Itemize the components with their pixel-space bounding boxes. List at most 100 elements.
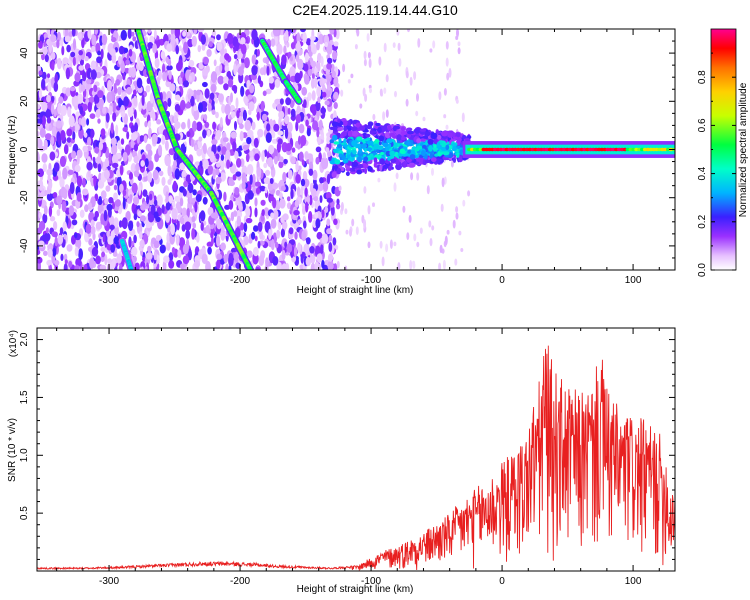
noise-cell <box>181 170 187 178</box>
noise-cell <box>122 72 126 81</box>
noise-cell <box>265 132 272 143</box>
noise-cell <box>74 232 78 239</box>
noise-cell <box>417 38 421 48</box>
noise-cell <box>266 65 270 76</box>
noise-cell <box>189 191 193 204</box>
noise-cell <box>168 260 175 269</box>
patch-cell <box>356 136 363 141</box>
noise-cell <box>62 57 69 65</box>
noise-cell <box>225 149 231 160</box>
noise-cell <box>221 146 227 155</box>
noise-cell <box>385 74 389 83</box>
noise-cell <box>63 233 67 240</box>
noise-cell <box>221 224 225 234</box>
noise-cell <box>461 112 465 123</box>
noise-cell <box>223 191 227 202</box>
noise-cell <box>123 47 129 53</box>
noise-cell <box>107 79 112 92</box>
noise-cell <box>47 244 53 250</box>
noise-cell <box>163 255 170 264</box>
noise-cell <box>344 208 348 215</box>
noise-cell <box>158 170 164 177</box>
noise-cell <box>61 201 67 213</box>
noise-cell <box>318 33 324 45</box>
patch-cell <box>413 128 421 134</box>
noise-cell <box>426 185 430 195</box>
noise-cell <box>405 70 409 79</box>
noise-cell <box>234 120 237 131</box>
noise-cell <box>248 101 255 112</box>
noise-cell <box>160 50 166 60</box>
noise-cell <box>284 185 289 192</box>
colorbar-tick-label: 0.8 <box>697 70 708 84</box>
noise-cell <box>438 91 442 101</box>
noise-cell <box>317 183 324 192</box>
noise-cell <box>74 264 80 270</box>
noise-cell <box>153 29 157 40</box>
noise-cell <box>144 158 149 168</box>
noise-cell <box>164 154 171 167</box>
noise-cell <box>280 228 285 238</box>
noise-cell <box>111 101 117 113</box>
noise-cell <box>265 88 272 95</box>
noise-cell <box>96 56 103 64</box>
noise-cell <box>138 101 142 112</box>
patch-cell <box>407 149 411 154</box>
noise-cell <box>107 236 114 245</box>
noise-cell <box>192 207 196 217</box>
noise-cell <box>326 218 331 227</box>
noise-cell <box>168 71 172 80</box>
noise-cell <box>315 218 321 229</box>
noise-cell <box>95 156 102 164</box>
noise-cell <box>235 200 240 207</box>
noise-cell <box>202 158 209 170</box>
noise-cell <box>297 219 302 225</box>
noise-cell <box>252 187 257 194</box>
noise-cell <box>144 120 148 128</box>
noise-cell <box>173 152 177 162</box>
spectrogram-y-tick-label: 40 <box>19 47 30 59</box>
noise-cell <box>130 125 136 134</box>
patch-cell <box>331 171 337 178</box>
noise-cell <box>122 126 128 132</box>
patch-cell <box>387 165 392 171</box>
noise-cell <box>460 248 464 252</box>
noise-cell <box>46 259 53 266</box>
noise-cell <box>38 212 42 219</box>
noise-cell <box>300 29 306 33</box>
noise-cell <box>80 84 86 92</box>
noise-cell <box>238 115 243 124</box>
noise-cell <box>68 115 75 128</box>
colorbar-tick-label: 0.2 <box>697 214 708 228</box>
noise-cell <box>244 235 249 246</box>
patch-cell <box>436 134 442 140</box>
snr-x-tick-label: -300 <box>99 576 119 587</box>
patch-cell <box>379 164 383 172</box>
noise-cell <box>287 121 293 133</box>
patch-cell <box>357 156 362 163</box>
noise-cell <box>206 49 212 57</box>
noise-cell <box>263 177 270 185</box>
noise-cell <box>93 175 97 187</box>
noise-cell <box>336 260 340 269</box>
snr-x-tick-label: -100 <box>361 576 381 587</box>
noise-cell <box>326 62 332 70</box>
noise-cell <box>100 128 106 137</box>
patch-cell <box>359 125 366 131</box>
noise-cell <box>90 225 96 235</box>
colorbar: 0.0 0.2 0.4 0.6 0.8 Normalized spectral ampl… <box>697 28 749 277</box>
patch-cell <box>347 130 353 137</box>
noise-cell <box>200 34 206 45</box>
noise-cell <box>102 107 107 114</box>
noise-cell <box>220 229 226 241</box>
noise-cell <box>75 258 82 267</box>
noise-cell <box>59 37 64 47</box>
noise-cell <box>314 261 319 270</box>
noise-cell <box>254 148 259 154</box>
noise-cell <box>63 144 69 155</box>
noise-cell <box>385 243 389 253</box>
noise-cell <box>88 211 95 223</box>
track-cell <box>248 267 253 270</box>
noise-cell <box>87 136 92 146</box>
noise-cell <box>77 32 82 40</box>
